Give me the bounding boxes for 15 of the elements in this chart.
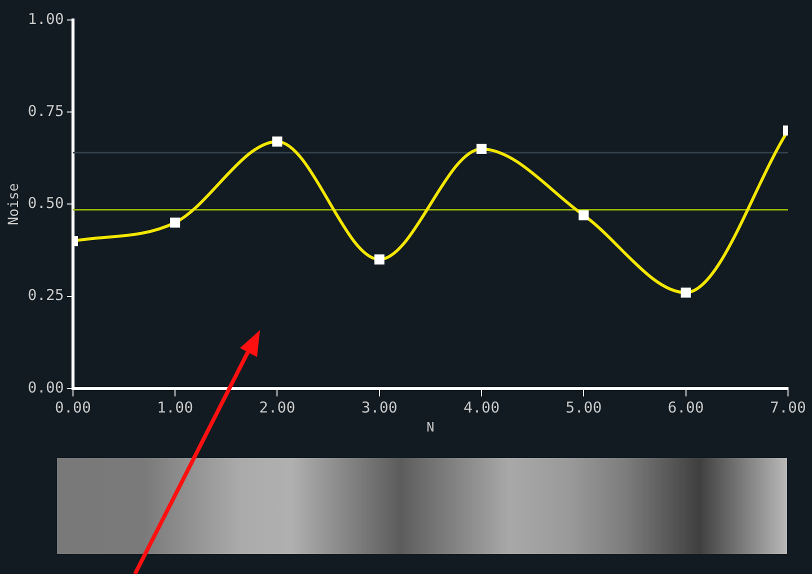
x-tick-label: 6.00: [668, 398, 704, 416]
y-tick-label: 1.00: [28, 10, 64, 28]
x-tick-label: 7.00: [770, 398, 806, 416]
x-tick-label: 5.00: [566, 398, 602, 416]
x-tick-label: 4.00: [463, 398, 500, 416]
y-tick-label: 0.25: [28, 286, 64, 304]
x-tick-label: 1.00: [157, 398, 194, 416]
x-axis-title: N: [426, 420, 434, 436]
y-tick-label: 0.75: [28, 102, 64, 120]
x-tick-label: 2.00: [259, 398, 296, 416]
x-tick-label: 0.00: [54, 398, 91, 416]
x-tick-label: 3.00: [361, 398, 398, 416]
y-tick-label: 0.00: [28, 378, 64, 396]
y-axis-title: Noise: [6, 183, 22, 226]
y-tick-label: 0.50: [28, 194, 64, 212]
